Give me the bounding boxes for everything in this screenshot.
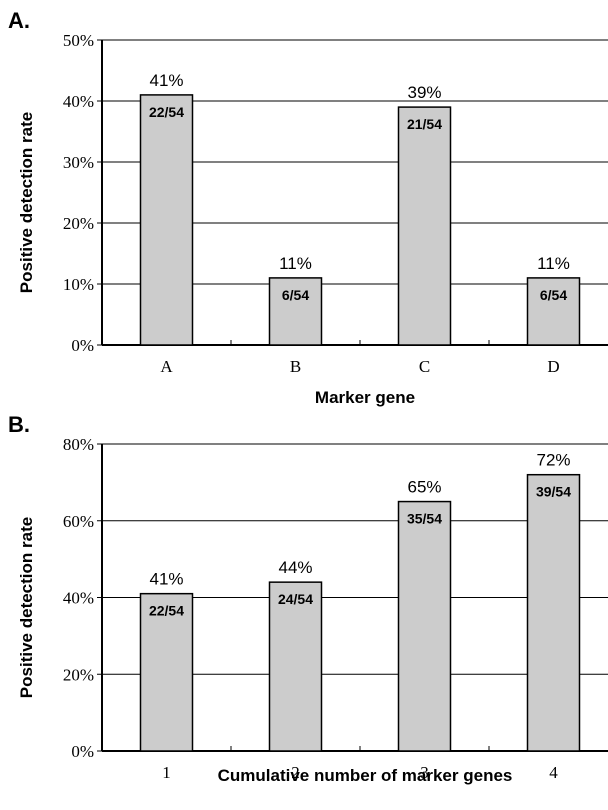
bar-count-label: 6/54 <box>540 287 567 303</box>
bar-C <box>397 106 452 346</box>
bar-1 <box>139 592 194 752</box>
x-tick-label: A <box>160 357 173 376</box>
y-tick-label: 0% <box>71 742 94 761</box>
y-tick-label: 60% <box>63 512 94 531</box>
y-tick-label: 0% <box>71 336 94 355</box>
x-tick-label: 3 <box>420 763 429 782</box>
x-tick-label: 2 <box>291 763 300 782</box>
bar-A <box>139 94 194 346</box>
y-tick-label: 10% <box>63 275 94 294</box>
y-tick-label: 40% <box>63 589 94 608</box>
x-tick-label: 4 <box>549 763 558 782</box>
y-axis-title: Positive detection rate <box>17 517 36 698</box>
panel-label: A. <box>8 8 30 33</box>
y-tick-label: 80% <box>63 435 94 454</box>
bar-3 <box>397 500 452 752</box>
x-tick-label: 1 <box>162 763 171 782</box>
bar-value-label: 11% <box>279 254 312 273</box>
bar-value-label: 39% <box>407 83 441 102</box>
panel-label: B. <box>8 412 30 437</box>
chart-panel-a: A. 0% 10% 20% 30% 40% 50% 41% 22/54 A 11% 6/54 B 39% 2… <box>8 8 608 407</box>
y-axis-title: Positive detection rate <box>17 112 36 293</box>
y-tick-label: 40% <box>63 92 94 111</box>
chart-panel-b: B. 0% 20% 40% 60% 80% 41% 22/54 1 44% 24/54 2 65% 35/… <box>8 412 608 785</box>
bar-count-label: 39/54 <box>536 484 571 500</box>
bar-value-label: 11% <box>537 254 570 273</box>
bar-value-label: 72% <box>536 451 570 470</box>
y-tick-label: 50% <box>63 31 94 50</box>
x-tick-label: B <box>290 357 301 376</box>
bar-4 <box>526 473 581 752</box>
bar-count-label: 35/54 <box>407 511 442 527</box>
bar-D <box>526 277 581 346</box>
bar-2 <box>268 581 323 752</box>
y-tick-label: 20% <box>63 214 94 233</box>
bar-value-label: 65% <box>407 478 441 497</box>
bar-count-label: 24/54 <box>278 591 313 607</box>
bar-value-label: 41% <box>149 570 183 589</box>
bar-count-label: 21/54 <box>407 116 442 132</box>
x-axis-title: Marker gene <box>315 388 415 407</box>
y-tick-label: 20% <box>63 665 94 684</box>
bar-count-label: 22/54 <box>149 603 184 619</box>
bar-value-label: 41% <box>149 71 183 90</box>
y-tick-label: 30% <box>63 153 94 172</box>
x-tick-label: D <box>547 357 559 376</box>
x-axis-title: Cumulative number of marker genes <box>218 766 513 785</box>
x-tick-label: C <box>419 357 430 376</box>
bar-count-label: 6/54 <box>282 287 309 303</box>
bar-value-label: 44% <box>278 558 312 577</box>
bar-count-label: 22/54 <box>149 104 184 120</box>
bar-B <box>268 277 323 346</box>
